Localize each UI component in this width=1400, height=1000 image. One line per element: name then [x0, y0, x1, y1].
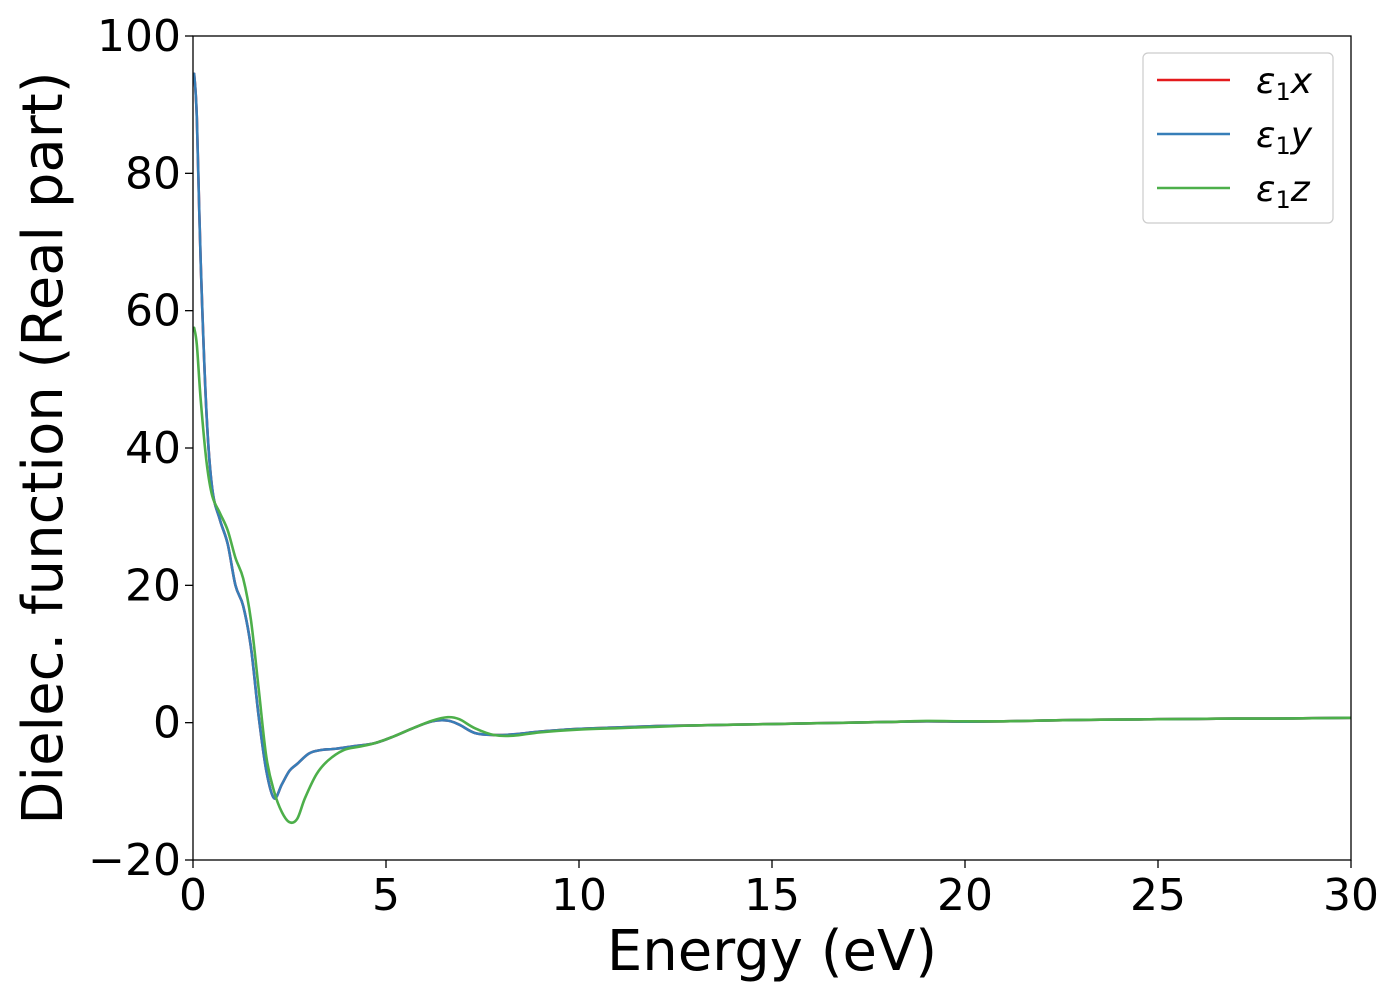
y-axis-label: Dielec. function (Real part): [11, 71, 76, 824]
series-line-z: [193, 326, 1351, 825]
y-tick-label: 80: [125, 148, 181, 199]
y-tick-label: 20: [125, 560, 181, 611]
x-tick-label: 20: [937, 870, 993, 921]
x-tick-label: 10: [551, 870, 607, 921]
y-tick-label: −20: [88, 835, 181, 886]
y-tick-label: 60: [125, 286, 181, 337]
series-layer: [193, 72, 1351, 825]
x-tick-label: 30: [1323, 870, 1379, 921]
legend-entry-y: ε1y: [1256, 115, 1313, 160]
y-tick-label: 40: [125, 423, 181, 474]
x-tick-label: 5: [372, 870, 400, 921]
y-tick-label: 0: [153, 698, 181, 749]
legend-box: [1142, 52, 1334, 224]
x-axis-label: Energy (eV): [607, 919, 937, 984]
x-tick-label: 15: [744, 870, 800, 921]
legend: ε1x ε1y ε1z: [1142, 52, 1334, 224]
x-tick-label: 25: [1130, 870, 1186, 921]
y-tick-label: 100: [97, 11, 181, 62]
legend-entry-x: ε1x: [1256, 61, 1313, 106]
x-tick-label: 0: [179, 870, 207, 921]
legend-entry-z: ε1z: [1256, 169, 1311, 214]
